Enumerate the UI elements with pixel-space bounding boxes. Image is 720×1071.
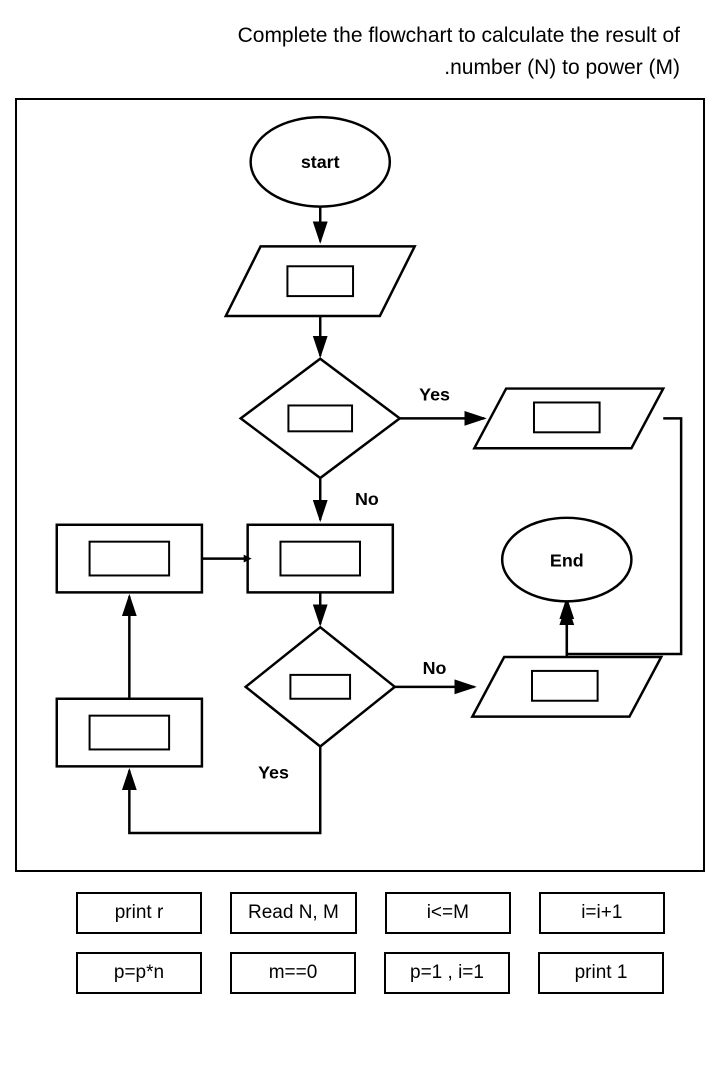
title-line-1: Complete the flowchart to calculate the … xyxy=(238,24,680,47)
node-dec2[interactable] xyxy=(246,627,395,746)
option-i-le-m[interactable]: i<=M xyxy=(385,892,511,934)
title-line-2: .number (N) to power (M) xyxy=(444,56,680,79)
edge-dec1-no-label: No xyxy=(355,489,379,509)
edge-dec2-yes-label: Yes xyxy=(258,762,289,782)
node-proc1[interactable] xyxy=(248,525,393,593)
option-print-1[interactable]: print 1 xyxy=(538,952,664,994)
option-print-r[interactable]: print r xyxy=(76,892,202,934)
node-proc-l1[interactable] xyxy=(57,525,202,593)
node-io-no[interactable] xyxy=(472,657,661,717)
option-p-eq-pn[interactable]: p=p*n xyxy=(76,952,202,994)
option-read-n-m[interactable]: Read N, M xyxy=(230,892,357,934)
options-area: print r Read N, M i<=M i=i+1 p=p*n m==0 … xyxy=(0,892,720,1024)
node-input1[interactable] xyxy=(226,246,415,316)
page: Complete the flowchart to calculate the … xyxy=(0,0,720,1024)
flowchart-svg: start Yes xyxy=(17,100,703,870)
options-row-1: print r Read N, M i<=M i=i+1 xyxy=(76,892,670,934)
option-i-eq-i1[interactable]: i=i+1 xyxy=(539,892,665,934)
node-io-yes[interactable] xyxy=(474,389,663,449)
node-dec1[interactable] xyxy=(241,359,400,478)
node-end-label: End xyxy=(550,551,584,571)
node-proc-l2[interactable] xyxy=(57,699,202,767)
question-title: Complete the flowchart to calculate the … xyxy=(0,0,720,98)
node-start-label: start xyxy=(301,152,340,172)
options-row-2: p=p*n m==0 p=1 , i=1 print 1 xyxy=(76,952,670,994)
edge-dec2-no-label: No xyxy=(423,658,447,678)
option-m-eq-0[interactable]: m==0 xyxy=(230,952,356,994)
flowchart-frame: start Yes xyxy=(15,98,705,872)
option-p1-i1[interactable]: p=1 , i=1 xyxy=(384,952,510,994)
edge-dec1-yes-label: Yes xyxy=(419,384,450,404)
